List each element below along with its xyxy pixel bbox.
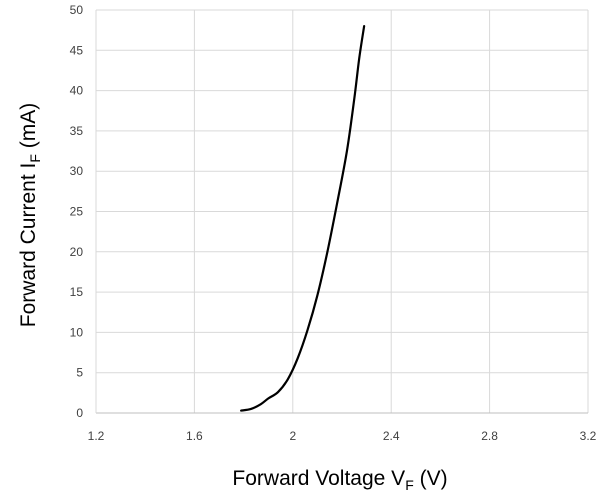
y-tick-label: 20 [70,245,84,259]
y-tick-label: 45 [70,43,84,57]
y-tick-label: 10 [70,325,84,339]
x-axis-title-main: Forward Voltage V [232,467,405,490]
axes [95,10,588,414]
x-tick-label: 3.2 [580,429,597,443]
y-axis-title-main: Forward Current I [17,163,40,328]
x-axis-title-subscript: F [405,477,414,492]
y-tick-label: 15 [70,285,84,299]
y-tick-label: 40 [70,84,84,98]
x-axis-title: Forward Voltage VF (V) [232,467,447,492]
x-tick-label: 2.8 [481,429,498,443]
y-tick-label: 25 [70,205,84,219]
y-axis-title-subscript: F [27,154,43,163]
y-tick-labels: 0 5 10 15 20 25 30 35 40 45 50 [70,3,84,420]
y-tick-label: 0 [76,406,83,420]
x-tick-label: 1.6 [186,429,203,443]
x-axis-title-unit: (V) [414,467,448,490]
grid-lines [96,9,589,413]
y-tick-label: 35 [70,124,84,138]
x-tick-label: 1.2 [88,429,105,443]
y-tick-label: 30 [70,164,84,178]
y-axis-title-unit: (mA) [17,103,40,154]
series-points [241,26,365,411]
y-tick-label: 50 [70,3,84,17]
x-tick-label: 2 [289,429,296,443]
x-tick-labels: 1.2 1.6 2 2.4 2.8 3.2 [88,429,597,443]
y-tick-label: 5 [76,366,83,380]
x-tick-label: 2.4 [383,429,400,443]
y-axis-title: Forward Current IF (mA) [17,103,43,327]
